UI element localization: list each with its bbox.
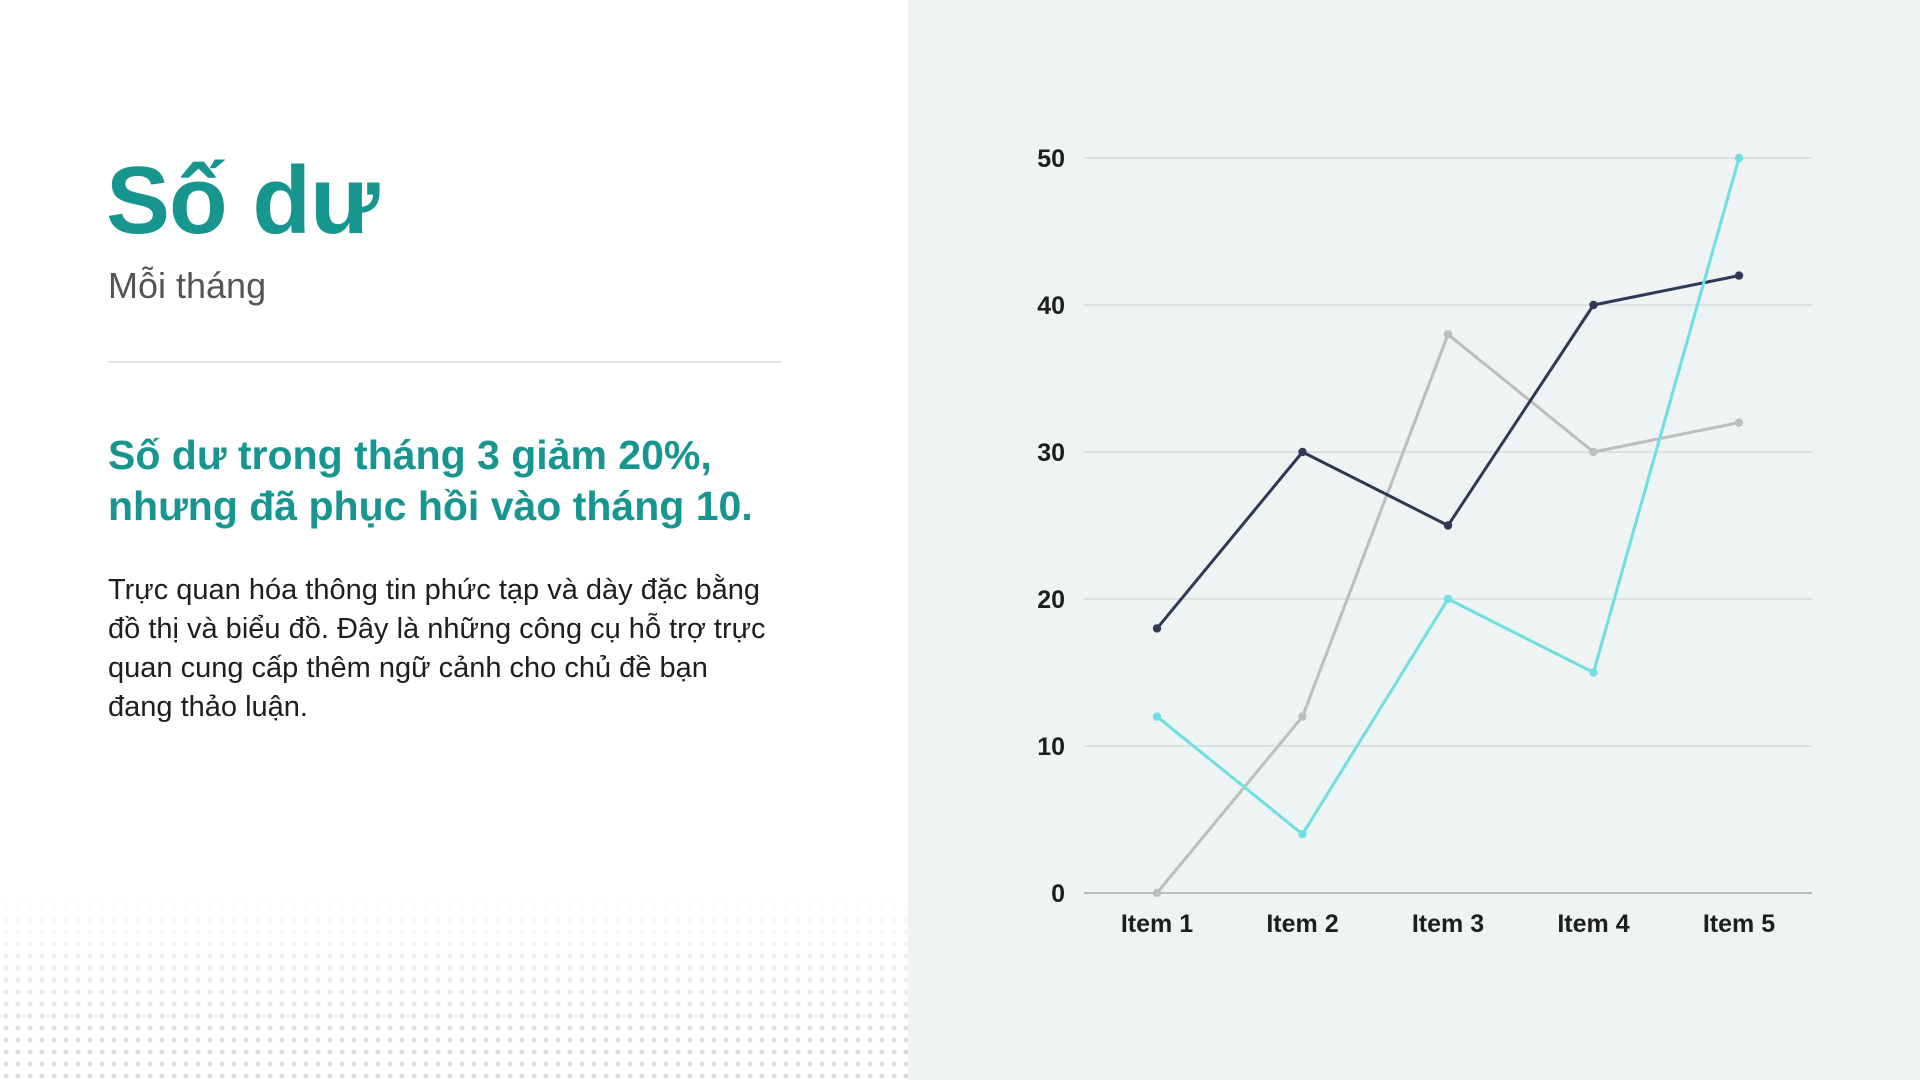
- data-point: [1734, 271, 1744, 280]
- series-line: [1155, 332, 1741, 895]
- line-chart: 0 10 20 30 40 50 Item 1 Item 2 Item 3 Item 4 Item …: [1037, 145, 1812, 938]
- headline: Số dư trong tháng 3 giảm 20%, nhưng đã p…: [108, 432, 753, 529]
- data-point: [1589, 447, 1598, 457]
- x-tick-label: Item 1: [1121, 910, 1193, 938]
- x-tick-label: Item 4: [1557, 910, 1629, 938]
- y-tick-label: 20: [1037, 586, 1065, 614]
- data-point: [1734, 418, 1744, 427]
- text-panel: Số dư Mỗi tháng Số dư trong tháng 3 giảm…: [0, 0, 908, 1080]
- data-point: [1298, 447, 1307, 457]
- data-point: [1589, 300, 1598, 310]
- dot-pattern-decoration: [0, 890, 908, 1080]
- page-subtitle: Mỗi tháng: [108, 265, 267, 306]
- y-tick-label: 0: [1051, 880, 1065, 908]
- y-tick-label: 30: [1037, 439, 1065, 467]
- data-point: [1152, 624, 1162, 633]
- chart-panel: 0 10 20 30 40 50 Item 1 Item 2 Item 3 Item 4 Item …: [908, 0, 1920, 1080]
- data-point: [1443, 521, 1453, 530]
- body-paragraph: Trực quan hóa thông tin phức tạp và dày …: [108, 574, 766, 723]
- data-point: [1298, 712, 1307, 721]
- data-point: [1443, 594, 1453, 604]
- y-tick-label: 40: [1037, 292, 1065, 320]
- data-point: [1152, 712, 1162, 721]
- y-tick-label: 10: [1037, 733, 1065, 761]
- data-point: [1734, 153, 1744, 163]
- page-title: Số dư: [106, 147, 379, 254]
- series-line: [1155, 156, 1741, 836]
- x-tick-label: Item 3: [1412, 910, 1484, 938]
- data-point: [1443, 330, 1453, 339]
- data-point: [1152, 888, 1162, 898]
- x-tick-label: Item 2: [1266, 910, 1338, 938]
- data-point: [1589, 668, 1598, 677]
- data-point: [1298, 830, 1307, 839]
- x-tick-label: Item 5: [1703, 910, 1775, 938]
- divider: [108, 361, 781, 363]
- y-tick-label: 50: [1037, 145, 1065, 173]
